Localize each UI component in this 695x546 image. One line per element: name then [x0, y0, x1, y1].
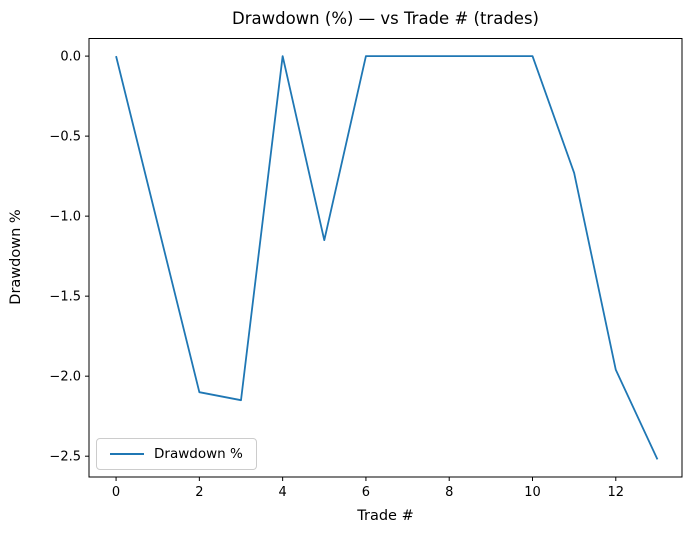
x-tick-label: 2 [195, 485, 203, 500]
plot-border [88, 38, 683, 478]
y-tick-label: −0.5 [49, 130, 81, 145]
x-axis-label: Trade # [357, 508, 414, 524]
y-axis-label: Drawdown % [8, 209, 24, 305]
legend-label: Drawdown % [154, 446, 243, 462]
legend-line-sample-icon [110, 453, 144, 455]
x-tick-label: 10 [524, 485, 541, 500]
x-tick-label: 0 [112, 485, 120, 500]
y-tick-label: −2.5 [49, 450, 81, 465]
series-line [115, 55, 659, 460]
x-tick-label: 4 [279, 485, 287, 500]
y-tick-label: −1.5 [49, 290, 81, 305]
chart-title: Drawdown (%) — vs Trade # (trades) [232, 9, 539, 28]
y-tick-label: −1.0 [49, 210, 81, 225]
y-tick-label: 0.0 [60, 50, 81, 65]
x-tick-label: 6 [362, 485, 370, 500]
y-tick-label: −2.0 [49, 370, 81, 385]
legend: Drawdown % [96, 438, 257, 470]
x-tick-label: 12 [608, 485, 625, 500]
x-tick-label: 8 [445, 485, 453, 500]
